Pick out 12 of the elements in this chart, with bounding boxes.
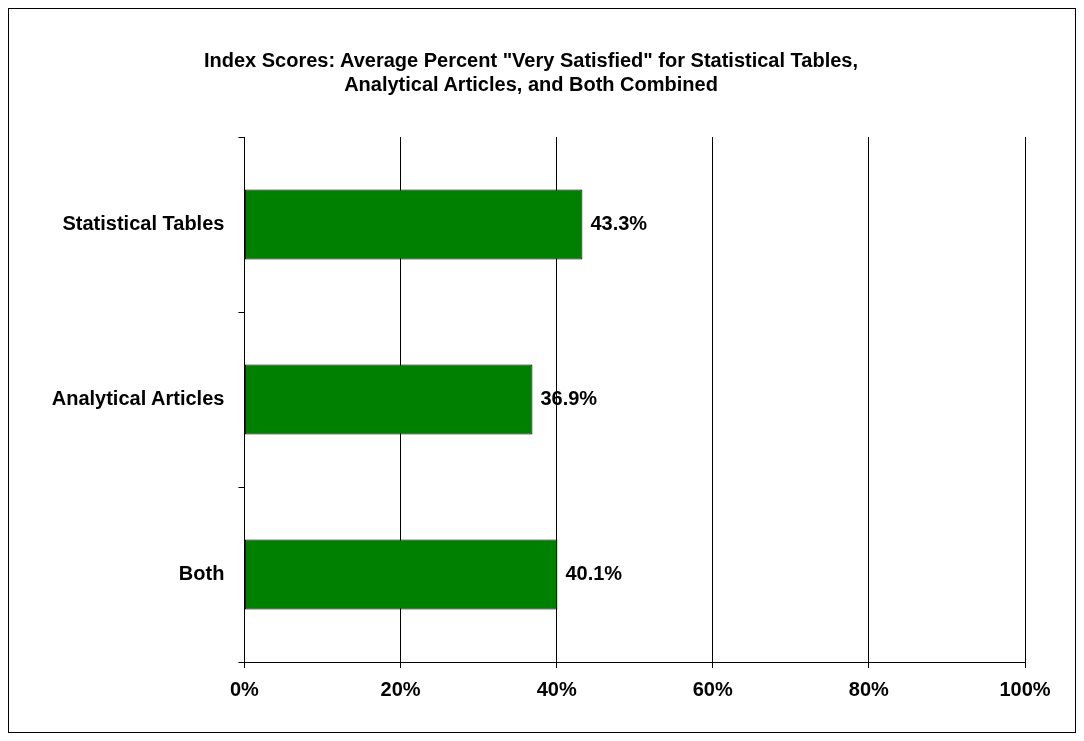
y-tick-label: Both	[178, 562, 225, 585]
x-tick-label: 60%	[692, 677, 733, 700]
x-tick-label: 0%	[229, 677, 260, 700]
x-tick-label: 80%	[848, 677, 890, 700]
x-tick-label: 20%	[380, 677, 421, 700]
x-tick-label: 100%	[999, 677, 1051, 700]
chart-title: Index Scores: Average Percent "Very Satisfied" for Statistical Tables, Analytical Articles, and Both Combined	[203, 48, 859, 95]
data-label: 43.3%	[590, 212, 648, 235]
x-tick-label: 40%	[536, 677, 577, 700]
data-label: 40.1%	[565, 562, 623, 585]
y-tick-label: Statistical Tables	[62, 212, 225, 235]
y-tick-label: Analytical Articles	[51, 387, 225, 410]
